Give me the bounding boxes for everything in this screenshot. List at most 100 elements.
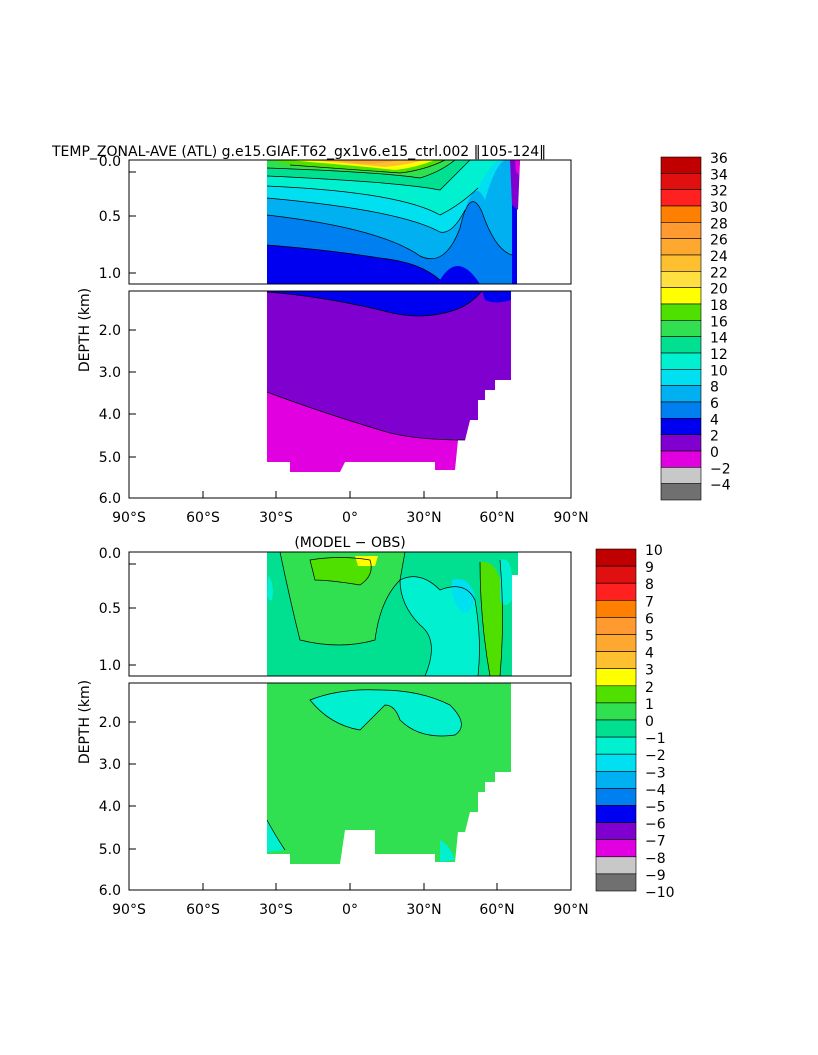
colorbar-swatch — [660, 401, 702, 419]
diff-ytick-5: 4.0 — [99, 799, 121, 815]
colorbar-label: 0 — [710, 445, 719, 461]
colorbar-label: 34 — [710, 167, 728, 183]
diff-x-axis: 90°S 60°S 30°S 0° 30°N 60°N 90°N — [112, 883, 589, 918]
colorbar-label: −4 — [645, 782, 666, 798]
colorbar-label: −7 — [645, 834, 666, 850]
colorbar-label: 8 — [645, 577, 654, 593]
temp-ytick-4: 3.0 — [99, 365, 121, 381]
colorbar-swatch — [595, 668, 637, 687]
colorbar-label: 28 — [710, 216, 728, 232]
colorbar-swatch — [595, 685, 637, 704]
colorbar-label: −6 — [645, 817, 666, 833]
colorbar-swatch — [595, 753, 637, 772]
colorbar-swatch — [595, 788, 637, 806]
colorbar-swatch — [660, 173, 702, 190]
temp-ytick-5: 4.0 — [99, 407, 121, 423]
colorbar-label: 36 — [710, 151, 728, 167]
colorbar-swatch — [660, 271, 702, 288]
colorbar-swatch — [595, 736, 637, 755]
temp-xtick-6: 90°N — [553, 510, 588, 526]
colorbar-swatch — [660, 238, 702, 256]
colorbar-label: 6 — [645, 611, 654, 627]
diff-ytick-7: 6.0 — [99, 883, 121, 899]
colorbar-label: −1 — [645, 731, 666, 747]
colorbar-swatch — [595, 651, 637, 669]
temp-ytick-0: 0.0 — [99, 154, 121, 170]
temp-ytick-1: 0.5 — [99, 209, 121, 225]
colorbar-swatch — [595, 719, 637, 738]
colorbar-label: 9 — [645, 560, 654, 576]
colorbar-label: −5 — [645, 800, 666, 816]
temp-title: TEMP_ZONAL-AVE (ATL) g.e15.GIAF.T62_gx1v… — [51, 144, 546, 160]
diff-title: (MODEL − OBS) — [294, 535, 405, 551]
colorbar-swatch — [595, 822, 637, 840]
colorbar-label: −2 — [710, 461, 731, 477]
diff-xtick-4: 30°N — [406, 902, 441, 918]
colorbar-label: 20 — [710, 282, 728, 298]
colorbar-label: 12 — [710, 347, 728, 363]
colorbar-swatch — [595, 856, 637, 875]
colorbar-swatch — [660, 467, 702, 484]
colorbar-swatch — [660, 287, 702, 305]
colorbar-label: 3 — [645, 663, 654, 679]
diff-ytick-6: 5.0 — [99, 842, 121, 858]
colorbar-swatch — [660, 450, 702, 468]
temp-panel: TEMP_ZONAL-AVE (ATL) g.e15.GIAF.T62_gx1v… — [51, 144, 731, 526]
colorbar-swatch — [660, 320, 702, 337]
diff-ytick-2: 1.0 — [99, 658, 121, 674]
colorbar-swatch — [660, 483, 702, 501]
colorbar-label: −2 — [645, 748, 666, 764]
colorbar-label: 6 — [710, 396, 719, 412]
colorbar-label: 4 — [645, 646, 654, 662]
colorbar-swatch — [660, 189, 702, 207]
temp-ytick-3: 2.0 — [99, 323, 121, 339]
colorbar-label: 5 — [645, 629, 654, 645]
colorbar-label: 30 — [710, 200, 728, 216]
colorbar-label: 10 — [710, 363, 728, 379]
diff-ytick-1: 0.5 — [99, 601, 121, 617]
diff-xtick-0: 90°S — [112, 902, 146, 918]
diff-ylabel: DEPTH (km) — [77, 680, 93, 764]
temp-ytick-7: 6.0 — [99, 491, 121, 507]
temp-ytick-6: 5.0 — [99, 450, 121, 466]
temp-xtick-3: 0° — [342, 510, 358, 526]
colorbar-swatch — [595, 617, 637, 635]
diff-xtick-1: 60°S — [186, 902, 220, 918]
diff-ytick-3: 2.0 — [99, 715, 121, 731]
temp-ylabel: DEPTH (km) — [77, 288, 93, 372]
diff-xtick-3: 0° — [342, 902, 358, 918]
colorbar-swatch — [660, 303, 702, 321]
colorbar-swatch — [595, 599, 637, 618]
diff-xtick-2: 30°S — [259, 902, 293, 918]
colorbar-label: 26 — [710, 233, 728, 249]
temp-xtick-5: 60°N — [479, 510, 514, 526]
temp-xtick-2: 30°S — [259, 510, 293, 526]
colorbar-swatch — [660, 385, 702, 403]
colorbar-swatch — [660, 352, 702, 370]
diff-ytick-4: 3.0 — [99, 757, 121, 773]
temp-field-lower — [267, 291, 511, 472]
colorbar-label: −3 — [645, 765, 666, 781]
colorbar-swatch — [660, 205, 702, 223]
colorbar-swatch — [595, 805, 637, 823]
colorbar-swatch — [595, 634, 637, 652]
temp-xtick-1: 60°S — [186, 510, 220, 526]
colorbar-swatch — [660, 434, 702, 452]
temp-xtick-4: 30°N — [406, 510, 441, 526]
colorbar-label: 4 — [710, 412, 719, 428]
colorbar-swatch — [595, 565, 637, 584]
temp-field-upper — [267, 160, 520, 284]
diff-field-lower — [267, 683, 511, 864]
colorbar-swatch — [660, 156, 702, 174]
colorbar-label: 2 — [710, 429, 719, 445]
diff-xtick-5: 60°N — [479, 902, 514, 918]
colorbar-swatch — [595, 873, 637, 892]
colorbar-swatch — [595, 702, 637, 721]
colorbar-label: −10 — [645, 885, 675, 901]
colorbar-label: −4 — [710, 478, 731, 494]
colorbar-label: 16 — [710, 314, 728, 330]
colorbar-swatch — [595, 582, 637, 601]
colorbar-label: 8 — [710, 380, 719, 396]
